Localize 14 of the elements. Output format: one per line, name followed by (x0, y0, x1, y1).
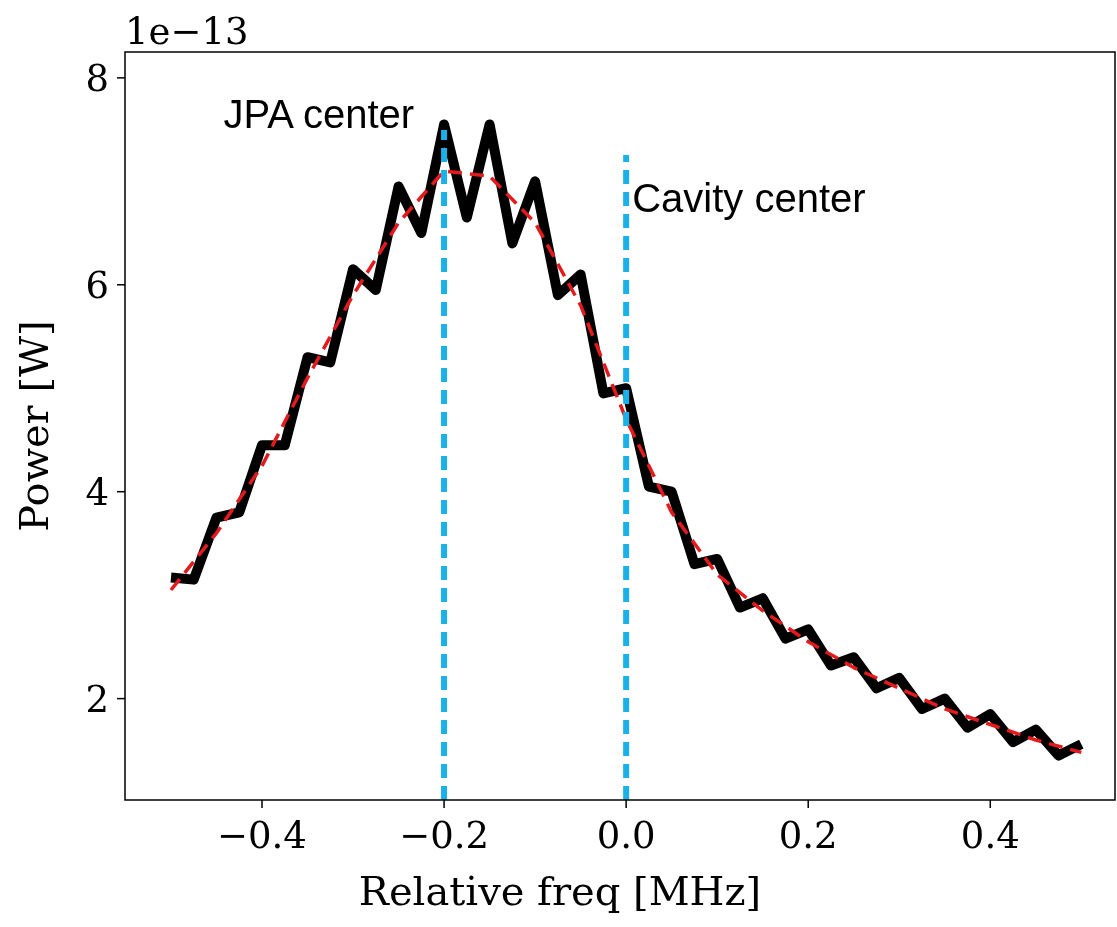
x-tick-label: 0.2 (778, 814, 838, 857)
x-tick-label: −0.4 (217, 814, 307, 857)
y-tick-label: 2 (85, 677, 109, 721)
ref-line-label: Cavity center (632, 176, 866, 220)
x-axis-title: Relative freq [MHz] (358, 868, 762, 914)
y-tick-label: 8 (85, 56, 109, 100)
y-axis-title: Power [W] (11, 320, 57, 532)
y-tick-label: 6 (85, 263, 109, 307)
x-tick-label: −0.2 (399, 814, 490, 857)
ref-line-label: JPA center (223, 92, 415, 136)
x-tick-label: 0.0 (596, 814, 656, 857)
y-tick-label: 4 (85, 470, 109, 514)
annotation: 1e−13 (125, 10, 249, 53)
x-tick-label: 0.4 (960, 814, 1020, 857)
